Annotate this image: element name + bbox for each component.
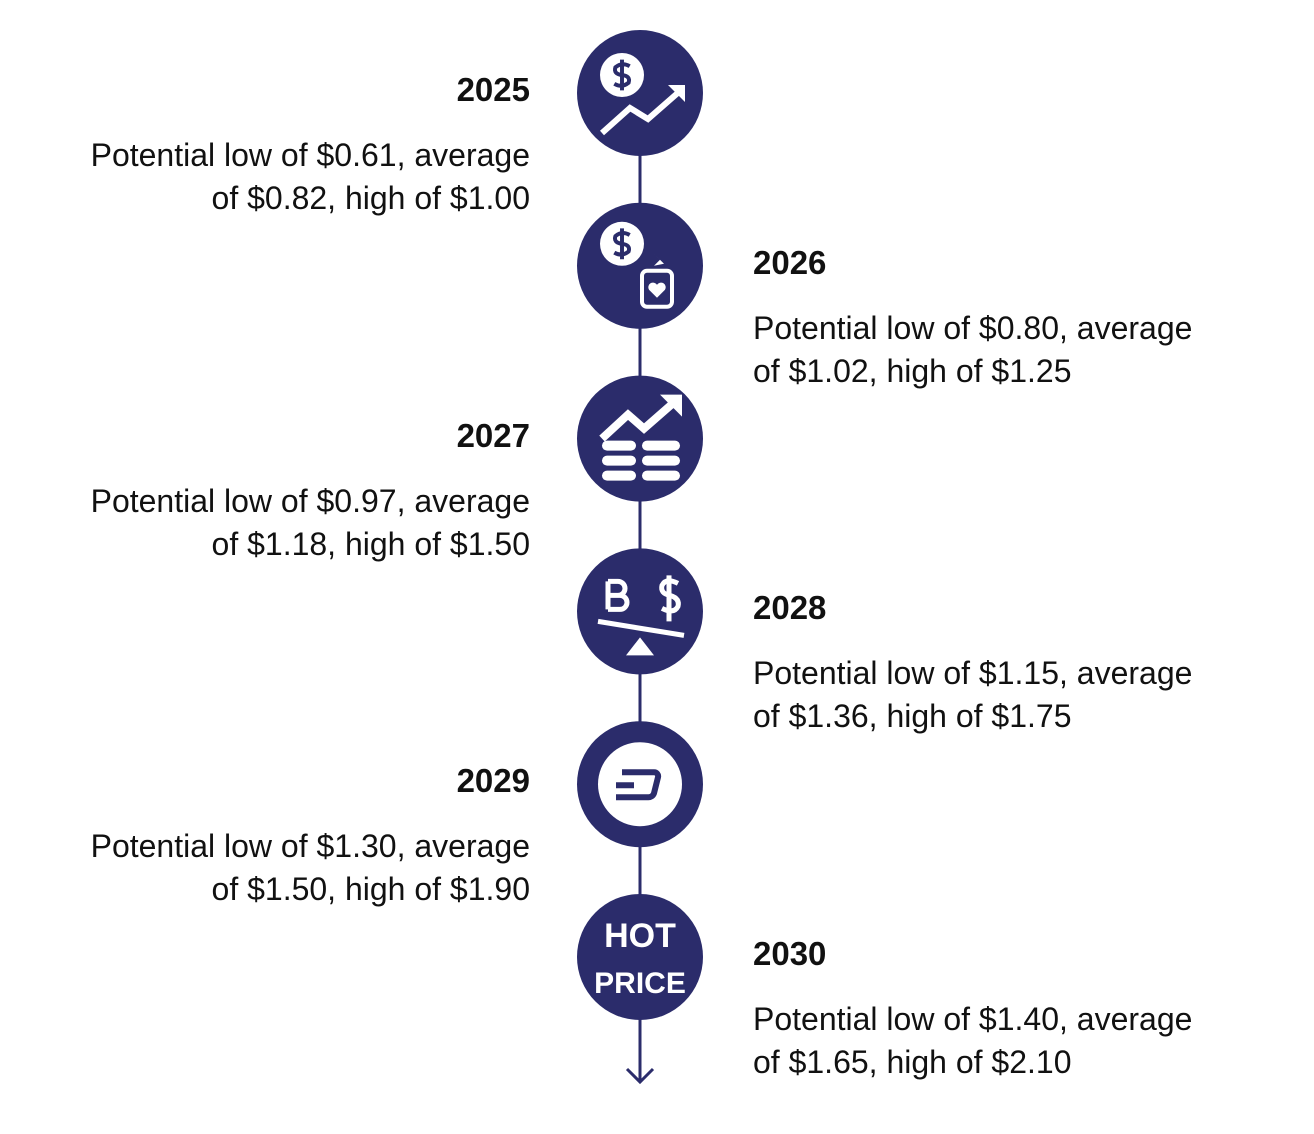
coin-bar — [602, 470, 636, 481]
timeline-entry: 2028 Potential low of $1.15, average of $1… — [753, 588, 1273, 738]
description-line: of $1.18, high of $1.50 — [211, 525, 530, 562]
description-line: Potential low of $0.97, average — [90, 482, 530, 519]
arrow-head — [668, 85, 685, 102]
icon-circle — [577, 202, 703, 329]
description-line: of $1.36, high of $1.75 — [753, 698, 1072, 735]
icon-circle — [577, 375, 703, 502]
coin-bar — [602, 455, 636, 466]
dollar-sign — [613, 228, 631, 260]
year-label: 2026 — [753, 243, 827, 281]
coin-bar — [642, 455, 680, 466]
year-label: 2025 — [456, 71, 530, 108]
arrow-head — [660, 394, 682, 417]
coin-bar — [642, 440, 680, 451]
icon-text: HOT — [604, 917, 676, 955]
balance-beam — [597, 618, 685, 638]
year-label: 2027 — [456, 416, 530, 454]
icon-text: PRICE — [594, 967, 686, 1000]
bitcoin-sign — [605, 578, 630, 612]
timeline-icon — [577, 721, 703, 848]
timeline-arrow — [625, 1067, 655, 1085]
description-line: Potential low of $1.30, average — [90, 828, 530, 865]
description-line: of $0.82, high of $1.00 — [211, 180, 530, 216]
description-line: Potential low of $1.40, average — [753, 1001, 1193, 1037]
timeline-entry: 2027 Potential low of $0.97, average of $1… — [10, 416, 530, 566]
icon-circle — [577, 548, 703, 675]
year-label: 2028 — [753, 589, 827, 627]
description: Potential low of $0.97, average of $1.18,… — [10, 480, 530, 566]
timeline-icon — [577, 375, 703, 502]
coin-bar — [642, 470, 680, 481]
description-line: of $1.50, high of $1.90 — [211, 871, 530, 908]
drop-arrow — [648, 247, 664, 266]
heart — [648, 282, 666, 298]
timeline-entry: 2025 Potential low of $0.61, average of $0… — [10, 70, 530, 220]
description-line: Potential low of $0.80, average — [753, 309, 1193, 346]
description: Potential low of $1.40, average of $1.65,… — [753, 998, 1273, 1084]
timeline-entry: 2030 Potential low of $1.40, average of $1… — [753, 934, 1273, 1084]
year-label: 2029 — [456, 762, 530, 800]
description: Potential low of $0.61, average of $0.82,… — [10, 134, 530, 220]
description: Potential low of $1.30, average of $1.50,… — [10, 825, 530, 911]
dollar-sign — [613, 59, 631, 91]
timeline-icon: HOT PRICE — [577, 894, 703, 1020]
description-line: of $1.65, high of $2.10 — [753, 1044, 1072, 1080]
description: Potential low of $1.15, average of $1.36,… — [753, 652, 1273, 738]
year-label: 2030 — [753, 935, 827, 972]
timeline-entry: 2026 Potential low of $0.80, average of $1… — [753, 243, 1273, 393]
description-line: of $1.02, high of $1.25 — [753, 352, 1072, 389]
timeline-entry: 2029 Potential low of $1.30, average of $1… — [10, 761, 530, 911]
trend-arrow — [599, 397, 679, 442]
coin — [598, 742, 682, 827]
fulcrum — [626, 637, 654, 656]
timeline-icon — [577, 30, 703, 156]
trend-arrow — [600, 88, 682, 136]
icon-circle — [577, 894, 703, 1020]
timeline-icon — [577, 548, 703, 675]
dollar-sign — [659, 575, 681, 622]
timeline-icon — [577, 202, 703, 329]
coin-bar — [602, 440, 636, 451]
description: Potential low of $0.80, average of $1.02,… — [753, 307, 1273, 393]
description-line: Potential low of $1.15, average — [753, 655, 1193, 692]
description-line: Potential low of $0.61, average — [90, 137, 530, 173]
jar — [640, 268, 674, 309]
dash-logo — [616, 769, 662, 801]
